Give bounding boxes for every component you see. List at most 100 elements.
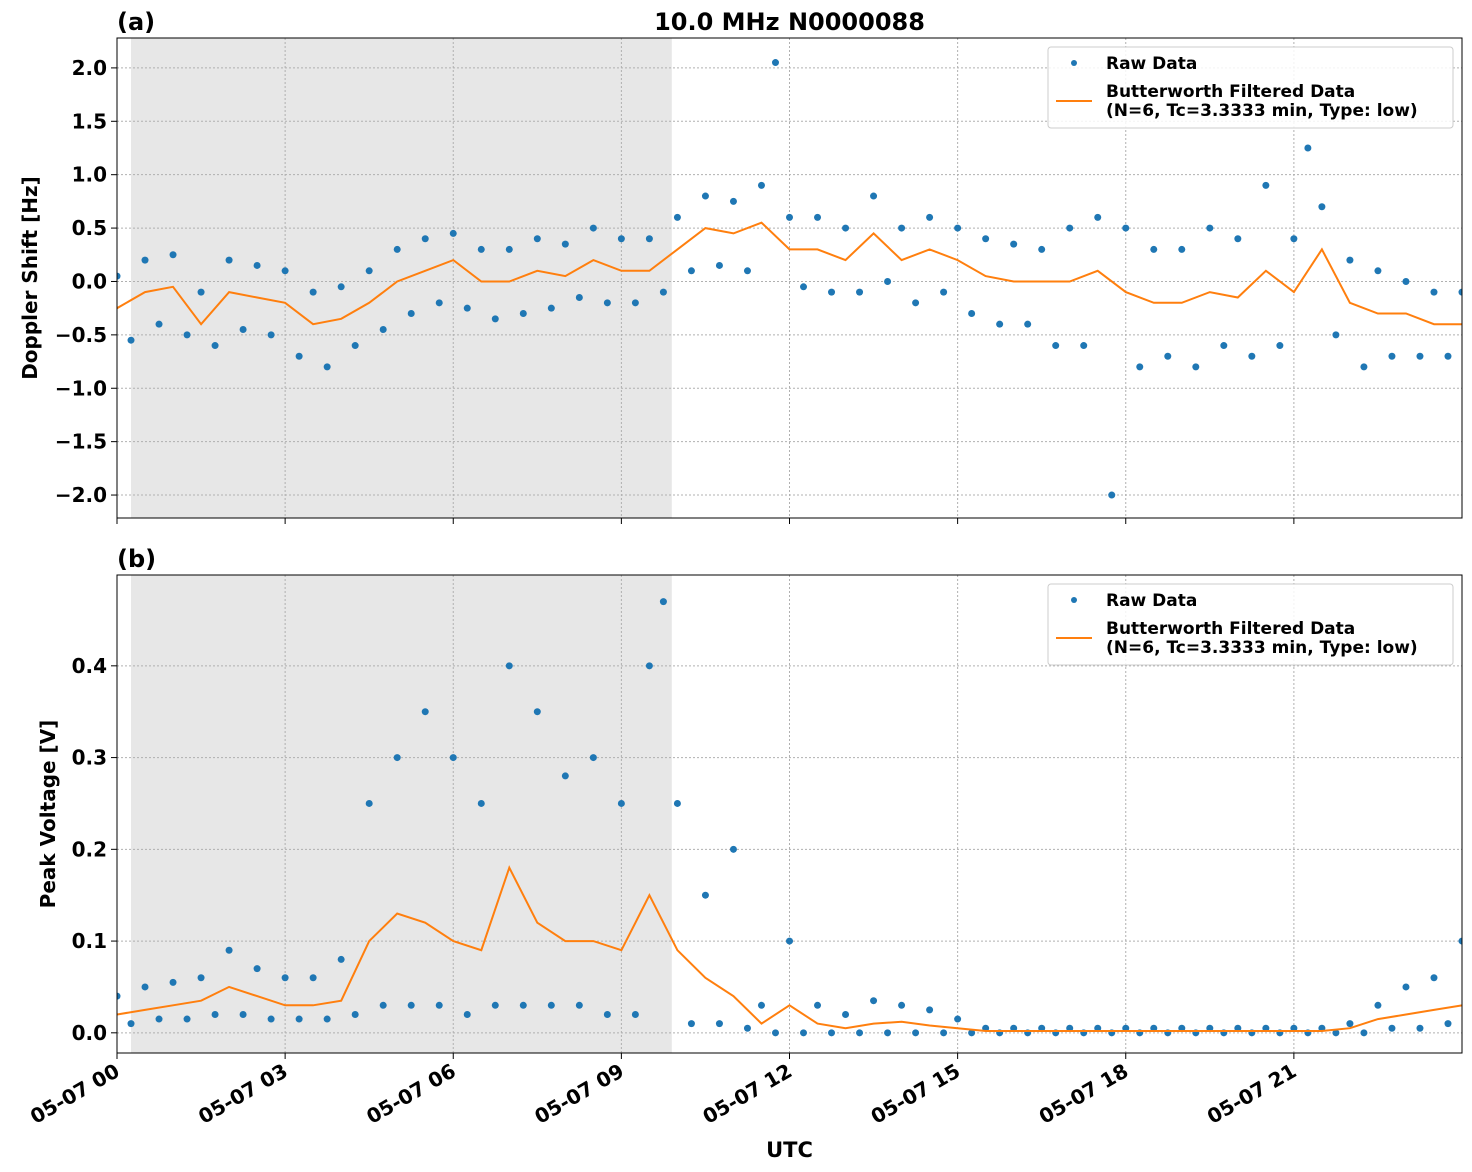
- raw-point: [603, 1010, 611, 1018]
- raw-point: [141, 983, 149, 991]
- raw-point: [519, 310, 527, 318]
- raw-point: [912, 299, 920, 307]
- raw-point: [337, 283, 345, 291]
- raw-point: [1052, 342, 1060, 350]
- night-shade: [131, 38, 672, 518]
- raw-point: [912, 1029, 920, 1037]
- raw-point: [1066, 224, 1074, 232]
- raw-point: [645, 235, 653, 243]
- legend-label: Butterworth Filtered Data (N=6, Tc=3.3333…: [1106, 82, 1418, 121]
- filtered-line: [117, 865, 1462, 1032]
- raw-point: [926, 1006, 934, 1014]
- raw-point: [421, 235, 429, 243]
- raw-point: [687, 1020, 695, 1028]
- raw-point: [617, 235, 625, 243]
- raw-point: [253, 965, 261, 973]
- raw-point: [1402, 277, 1410, 285]
- raw-point: [239, 1010, 247, 1018]
- raw-point: [1108, 491, 1116, 499]
- raw-point: [505, 662, 513, 670]
- raw-point: [323, 363, 331, 371]
- raw-point: [673, 799, 681, 807]
- raw-point: [856, 1029, 864, 1037]
- raw-point: [1360, 363, 1368, 371]
- raw-point: [1290, 235, 1298, 243]
- raw-point: [1444, 1020, 1452, 1028]
- raw-point: [687, 267, 695, 275]
- raw-point: [589, 754, 597, 762]
- raw-point: [155, 1015, 163, 1023]
- raw-point: [309, 288, 317, 296]
- raw-point: [898, 1001, 906, 1009]
- y-tick-label: 0.0: [72, 1021, 107, 1045]
- raw-point: [1094, 213, 1102, 221]
- raw-point: [547, 304, 555, 312]
- y-tick-label: −2.0: [55, 483, 107, 507]
- raw-point: [491, 1001, 499, 1009]
- raw-point: [1164, 352, 1172, 360]
- raw-point: [1010, 240, 1018, 248]
- raw-point: [800, 1029, 808, 1037]
- raw-point: [491, 315, 499, 323]
- raw-point: [729, 845, 737, 853]
- raw-point: [337, 955, 345, 963]
- panel-label: (b): [117, 545, 156, 573]
- legend-marker: [1071, 60, 1077, 66]
- raw-point: [1290, 1024, 1298, 1032]
- y-tick-label: −1.0: [55, 376, 107, 400]
- axes-frame: [116, 574, 1463, 1054]
- raw-point: [117, 992, 121, 1000]
- raw-point: [519, 1001, 527, 1009]
- y-tick-label: 1.0: [72, 163, 107, 187]
- raw-point: [842, 1010, 850, 1018]
- raw-point: [463, 1010, 471, 1018]
- raw-point: [673, 213, 681, 221]
- raw-point: [898, 224, 906, 232]
- raw-point: [1262, 1024, 1270, 1032]
- raw-point: [379, 326, 387, 334]
- y-tick-label: 2.0: [72, 56, 107, 80]
- y-axis-label: Doppler Shift [Hz]: [18, 176, 42, 380]
- raw-point: [828, 288, 836, 296]
- raw-point: [295, 352, 303, 360]
- raw-point: [225, 256, 233, 264]
- raw-point: [757, 181, 765, 189]
- raw-point: [1374, 267, 1382, 275]
- raw-point: [1388, 1024, 1396, 1032]
- raw-point: [393, 245, 401, 253]
- raw-point: [701, 891, 709, 899]
- raw-point: [1136, 363, 1144, 371]
- raw-point: [1206, 224, 1214, 232]
- raw-point: [253, 261, 261, 269]
- raw-point: [281, 267, 289, 275]
- raw-point: [435, 299, 443, 307]
- raw-point: [1234, 1024, 1242, 1032]
- raw-point: [856, 288, 864, 296]
- raw-point: [715, 261, 723, 269]
- raw-point: [786, 937, 793, 945]
- raw-point: [828, 1029, 836, 1037]
- raw-point: [968, 1029, 976, 1037]
- raw-point: [1010, 1024, 1018, 1032]
- raw-point: [1332, 331, 1340, 339]
- raw-point: [183, 331, 191, 339]
- raw-point: [267, 331, 275, 339]
- raw-point: [407, 1001, 415, 1009]
- raw-point: [1150, 245, 1158, 253]
- y-tick-label: 0.4: [72, 654, 107, 678]
- raw-point: [814, 213, 822, 221]
- raw-point: [505, 245, 513, 253]
- raw-point: [1416, 352, 1424, 360]
- y-tick-label: 0.2: [72, 837, 107, 861]
- legend-label: Raw Data: [1106, 54, 1197, 74]
- raw-point: [127, 1020, 135, 1028]
- raw-point: [1094, 1024, 1102, 1032]
- raw-point: [197, 974, 205, 982]
- raw-point: [169, 978, 177, 986]
- raw-point: [1150, 1024, 1158, 1032]
- raw-point: [365, 267, 373, 275]
- axes-frame: [116, 37, 1463, 519]
- raw-point: [1444, 352, 1452, 360]
- raw-point: [786, 213, 793, 221]
